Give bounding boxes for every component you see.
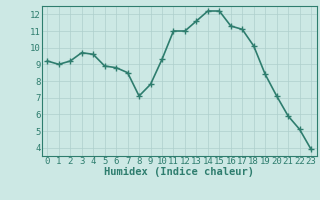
X-axis label: Humidex (Indice chaleur): Humidex (Indice chaleur) (104, 167, 254, 177)
